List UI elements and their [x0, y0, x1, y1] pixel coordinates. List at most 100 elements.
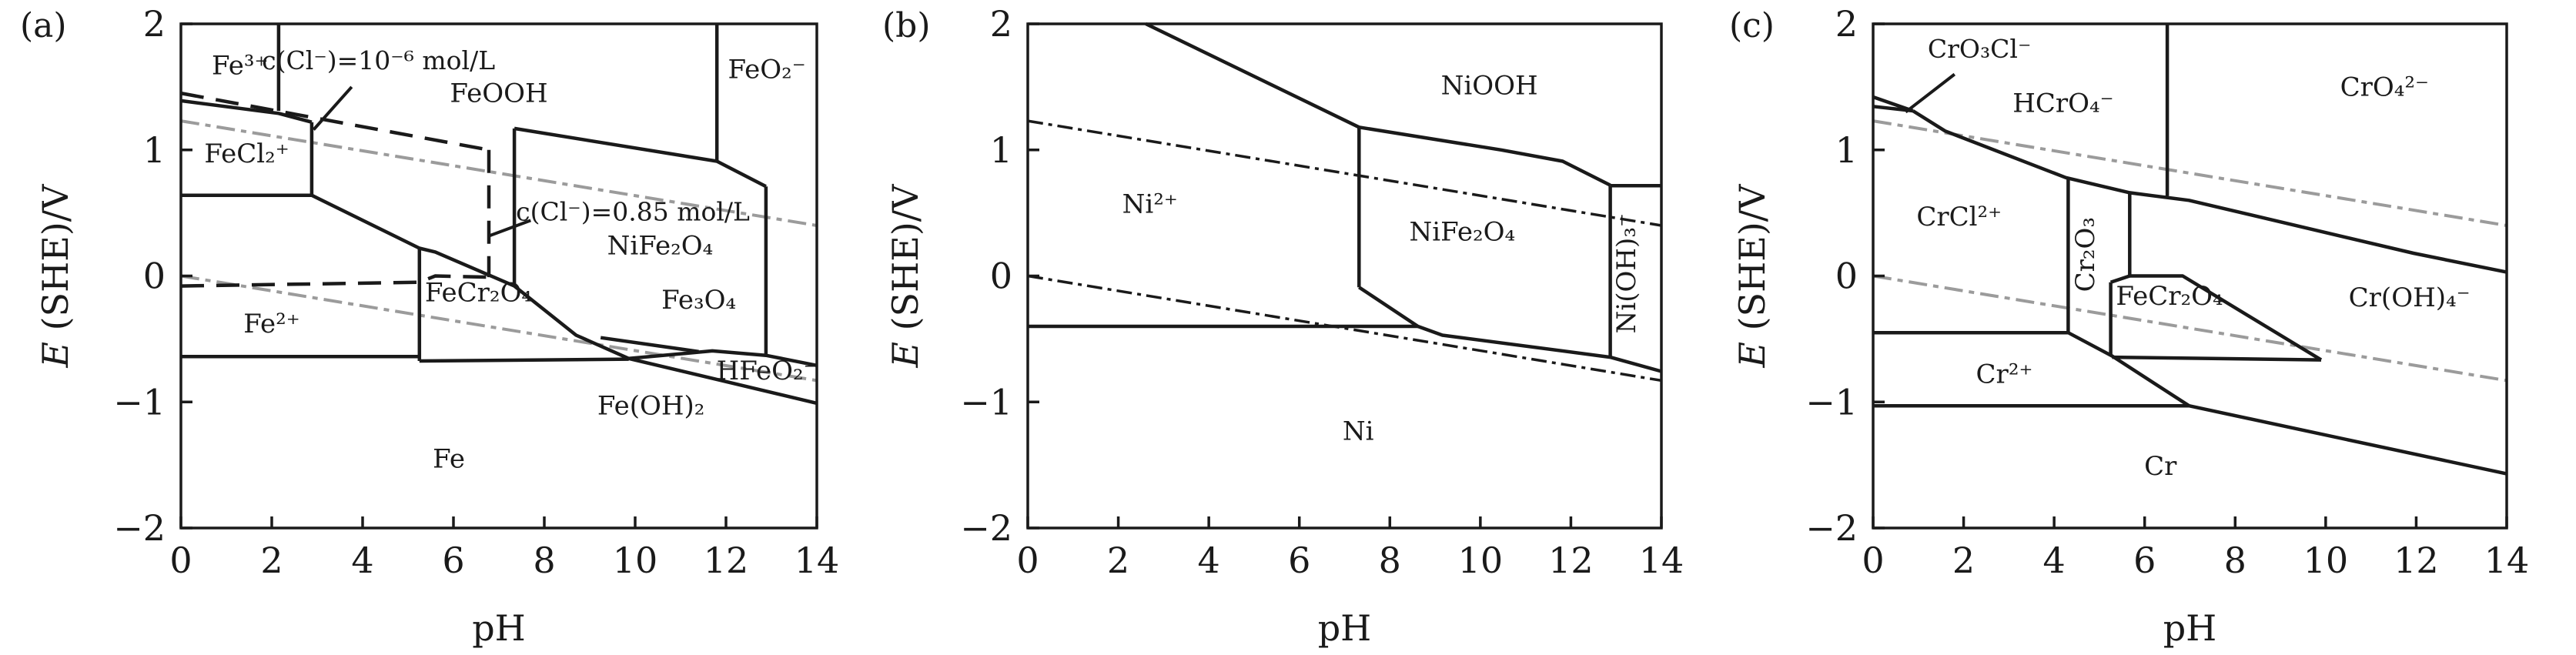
annotation-label: c(Cl⁻)=10⁻⁶ mol/L [262, 45, 495, 75]
annotation-pointer [1905, 72, 1956, 114]
region-label: FeCr₂O₄ [425, 277, 532, 308]
panel-label: (c) [1729, 6, 1775, 45]
region-label: Fe [433, 443, 465, 474]
region-label: Ni(OH)₃⁻ [1611, 213, 1642, 333]
region-label: Fe³⁺ [212, 51, 268, 82]
x-tick-label: 14 [795, 540, 840, 581]
phase-boundary [2109, 274, 2131, 284]
phase-boundary [2129, 274, 2323, 362]
phase-boundary [2112, 355, 2322, 362]
region-label: Ni²⁺ [1122, 189, 1178, 220]
region-label: Fe²⁺ [243, 309, 299, 339]
x-tick-label: 8 [533, 540, 555, 581]
x-tick-label: 6 [442, 540, 464, 581]
y-tick-label: 0 [1835, 256, 1858, 297]
oxygen-line [1872, 119, 2507, 227]
region-label: CrCl²⁺ [1916, 202, 2002, 232]
annotation-pointer [489, 219, 531, 237]
phase-boundary [419, 357, 629, 363]
phase-boundary [180, 99, 313, 124]
region-label: FeOOH [450, 79, 547, 109]
annotation-label: CrO₃Cl⁻ [1928, 34, 2032, 64]
phase-boundary [1609, 355, 1662, 373]
phase-boundary [628, 356, 818, 406]
x-tick-label: 2 [1952, 540, 1975, 581]
y-tick-label: −1 [1805, 381, 1858, 423]
annotation-pointer [312, 85, 353, 131]
hydrogen-line [1872, 274, 2507, 383]
y-tick-label: 0 [143, 256, 166, 297]
x-tick-label: 0 [1862, 540, 1884, 581]
region-label: FeCr₂O₄ [2116, 281, 2223, 312]
y-tick-label: 2 [143, 3, 166, 45]
y-tick-label: 1 [1835, 129, 1858, 171]
x-tick-label: 4 [351, 540, 373, 581]
x-tick-label: 10 [2303, 540, 2349, 581]
phase-boundary [1145, 22, 1360, 129]
region-label: Ni [1343, 416, 1374, 446]
x-tick-label: 14 [2484, 540, 2530, 581]
oxygen-line [1027, 119, 1662, 227]
region-label: NiFe₂O₄ [1410, 217, 1516, 248]
y-tick-label: 2 [1835, 3, 1858, 45]
x-axis-label: pH [472, 607, 526, 649]
region-label: Cr²⁺ [1976, 359, 2033, 390]
phase-boundary [1358, 286, 1611, 359]
region-label: FeCl₂⁺ [204, 139, 289, 169]
y-axis-label: E (SHE)/V [1731, 184, 1773, 369]
phase-boundary [1912, 109, 2507, 274]
x-tick-label: 2 [1107, 540, 1129, 581]
x-tick-label: 10 [613, 540, 658, 581]
region-label: NiOOH [1441, 71, 1538, 102]
phase-boundary [600, 336, 699, 354]
panel-label: (b) [882, 6, 931, 45]
region-label: NiFe₂O₄ [607, 231, 714, 262]
x-axis-label: pH [1318, 607, 1372, 649]
x-tick-label: 12 [1548, 540, 1594, 581]
phase-boundary [1358, 125, 1611, 187]
y-tick-label: 1 [990, 129, 1012, 171]
y-tick-label: −1 [113, 381, 166, 423]
x-tick-label: 14 [1639, 540, 1684, 581]
x-tick-label: 2 [260, 540, 283, 581]
phase-boundary [310, 193, 630, 360]
phase-boundary [2188, 403, 2507, 476]
x-tick-label: 12 [2394, 540, 2439, 581]
y-tick-label: −2 [1805, 507, 1858, 549]
x-axis-label: pH [2163, 607, 2217, 649]
phase-boundary [628, 349, 818, 368]
annotation-label: c(Cl⁻)=0.85 mol/L [516, 196, 750, 226]
plot-frame [1026, 22, 1663, 530]
region-label: Cr [2144, 451, 2177, 482]
y-tick-label: −2 [113, 507, 166, 549]
y-tick-label: 1 [143, 129, 166, 171]
region-label: Fe₃O₄ [661, 285, 736, 316]
region-label: HFeO₂⁻ [717, 356, 818, 386]
region-label: Fe(OH)₂ [597, 391, 705, 422]
y-axis-label: E (SHE)/V [885, 184, 926, 369]
region-label: Cr(OH)₄⁻ [2349, 282, 2471, 313]
y-axis-label: E (SHE)/V [35, 184, 76, 369]
x-tick-label: 0 [169, 540, 192, 581]
x-tick-label: 4 [1198, 540, 1220, 581]
y-tick-label: −2 [960, 507, 1012, 549]
region-label: HCrO₄⁻ [2012, 89, 2113, 119]
y-tick-label: 0 [990, 256, 1012, 297]
region-label: FeO₂⁻ [728, 54, 805, 85]
x-tick-label: 0 [1016, 540, 1039, 581]
x-tick-label: 8 [2224, 540, 2246, 581]
x-tick-label: 8 [1379, 540, 1401, 581]
phase-boundary [2067, 331, 2190, 408]
x-tick-label: 10 [1458, 540, 1504, 581]
panel-label: (a) [20, 6, 67, 45]
x-tick-label: 6 [2133, 540, 2156, 581]
dashed-boundary [180, 91, 490, 152]
region-label: Cr₂O₃ [2070, 217, 2101, 292]
y-tick-label: 2 [990, 3, 1012, 45]
x-tick-label: 12 [704, 540, 749, 581]
y-tick-label: −1 [960, 381, 1012, 423]
